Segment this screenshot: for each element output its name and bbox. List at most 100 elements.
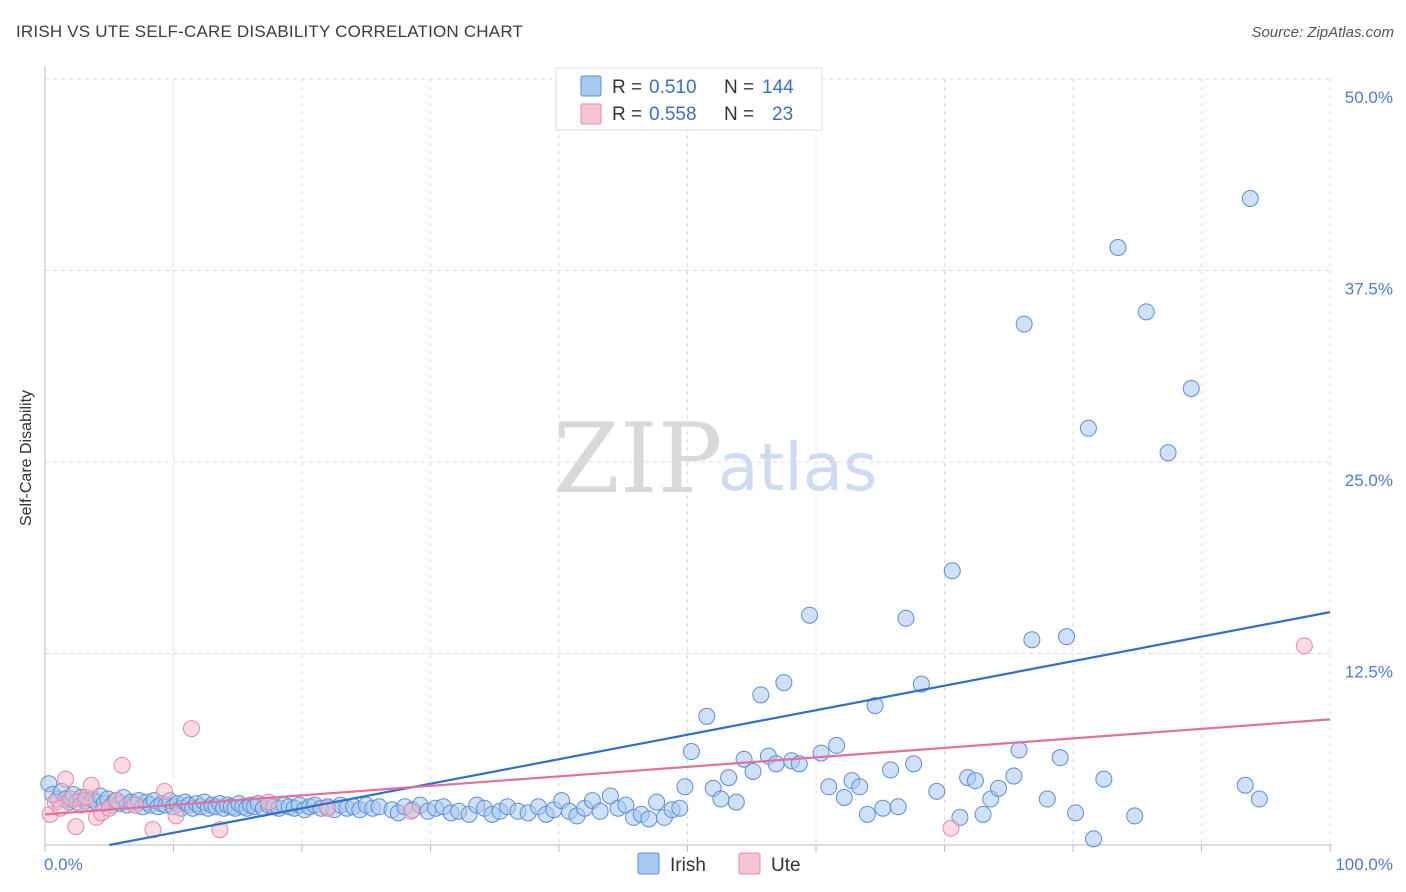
irish-point: [974, 805, 992, 823]
irish-point: [591, 802, 609, 820]
irish-point: [897, 609, 915, 627]
irish-point: [775, 674, 793, 692]
irish-point: [1085, 830, 1103, 848]
irish-point: [820, 778, 838, 796]
x-tick-label: 0.0%: [44, 855, 83, 874]
irish-point: [1015, 315, 1033, 333]
irish-point: [648, 793, 666, 811]
legend-ute-n-label: N =: [724, 104, 754, 125]
watermark: ZIP atlas: [553, 403, 878, 515]
irish-point: [1109, 239, 1127, 257]
ute-point: [402, 802, 420, 820]
irish-point: [912, 675, 930, 693]
watermark-zip: ZIP: [553, 403, 722, 515]
irish-point: [1005, 767, 1023, 785]
irish-point: [682, 743, 700, 761]
source-credit: Source: ZipAtlas.com: [1251, 24, 1394, 41]
irish-point: [744, 762, 762, 780]
irish-point: [712, 790, 730, 808]
irish-point: [698, 707, 716, 725]
irish-point: [801, 606, 819, 624]
ute-points: [41, 637, 1313, 839]
ute-point: [126, 796, 144, 814]
legend-swatch-irish: [580, 75, 602, 97]
y-tick-label: 12.5%: [1345, 663, 1393, 682]
irish-point: [676, 778, 694, 796]
ute-point: [67, 818, 85, 836]
irish-point: [1010, 741, 1028, 759]
irish-point: [601, 787, 619, 805]
legend-ute-r-value: 0.558: [649, 104, 697, 125]
ute-point: [156, 782, 174, 800]
irish-trendline: [109, 611, 1331, 847]
irish-point: [943, 562, 961, 580]
irish-point: [1095, 770, 1113, 788]
irish-point: [874, 799, 892, 817]
legend-irish-r-label: R =: [612, 77, 642, 98]
y-tick-label: 25.0%: [1345, 471, 1393, 490]
irish-point: [1051, 749, 1069, 767]
irish-point: [617, 796, 635, 814]
irish-point: [640, 810, 658, 828]
bottom-legend: Irish Ute: [637, 852, 801, 876]
irish-point: [928, 782, 946, 800]
irish-points: [40, 189, 1268, 848]
bottom-legend-swatch-ute: [738, 852, 761, 875]
irish-point: [1038, 790, 1056, 808]
legend-ute-r-label: R =: [612, 104, 642, 125]
irish-point: [1159, 444, 1177, 462]
ute-point: [113, 756, 131, 774]
ute-point: [1295, 637, 1313, 655]
irish-point: [858, 805, 876, 823]
irish-point: [1250, 790, 1268, 808]
legend-irish-n-value: 144: [762, 77, 794, 98]
bottom-legend-irish: Irish: [670, 855, 706, 876]
irish-point: [1067, 804, 1085, 822]
ute-point: [167, 807, 185, 825]
irish-point: [812, 744, 830, 762]
irish-point: [1241, 189, 1259, 207]
ute-trendline: [44, 718, 1331, 816]
legend-swatch-ute: [580, 103, 602, 125]
irish-point: [720, 769, 738, 787]
legend: R = 0.510 N = 144 R = 0.558 N = 23: [555, 67, 823, 131]
irish-point: [966, 772, 984, 790]
irish-point: [1058, 628, 1076, 646]
irish-point: [866, 697, 884, 715]
irish-point: [882, 761, 900, 779]
irish-point: [889, 798, 907, 816]
legend-irish-n-label: N =: [724, 77, 754, 98]
irish-point: [905, 755, 923, 773]
ute-point: [82, 776, 100, 794]
irish-point: [1182, 379, 1200, 397]
irish-point: [767, 755, 785, 773]
tick-labels: 12.5% 25.0% 37.5% 50.0% 0.0% 100.0%: [44, 88, 1393, 874]
legend-irish-r-value: 0.510: [649, 77, 697, 98]
irish-point: [671, 799, 689, 817]
legend-ute-n-value: 23: [772, 104, 793, 125]
irish-point: [1126, 807, 1144, 825]
irish-point: [835, 789, 853, 807]
chart-title: IRISH VS UTE SELF-CARE DISABILITY CORREL…: [16, 22, 524, 41]
irish-point: [828, 736, 846, 754]
y-tick-label: 50.0%: [1345, 88, 1393, 107]
irish-point: [989, 779, 1007, 797]
irish-point: [752, 686, 770, 704]
bottom-legend-ute: Ute: [771, 855, 801, 876]
irish-point: [1023, 631, 1041, 649]
irish-point: [1137, 303, 1155, 321]
ute-point: [108, 792, 126, 810]
x-tick-label: 100.0%: [1335, 855, 1393, 874]
irish-point: [1079, 419, 1097, 437]
irish-point: [851, 778, 869, 796]
watermark-atlas: atlas: [718, 429, 878, 506]
axes: [44, 66, 1332, 852]
y-tick-label: 37.5%: [1345, 280, 1393, 299]
bottom-legend-swatch-irish: [637, 852, 660, 875]
irish-point: [727, 793, 745, 811]
ute-point: [182, 720, 200, 738]
irish-point: [1236, 776, 1254, 794]
ute-point: [57, 770, 75, 788]
trendlines: [44, 611, 1331, 847]
